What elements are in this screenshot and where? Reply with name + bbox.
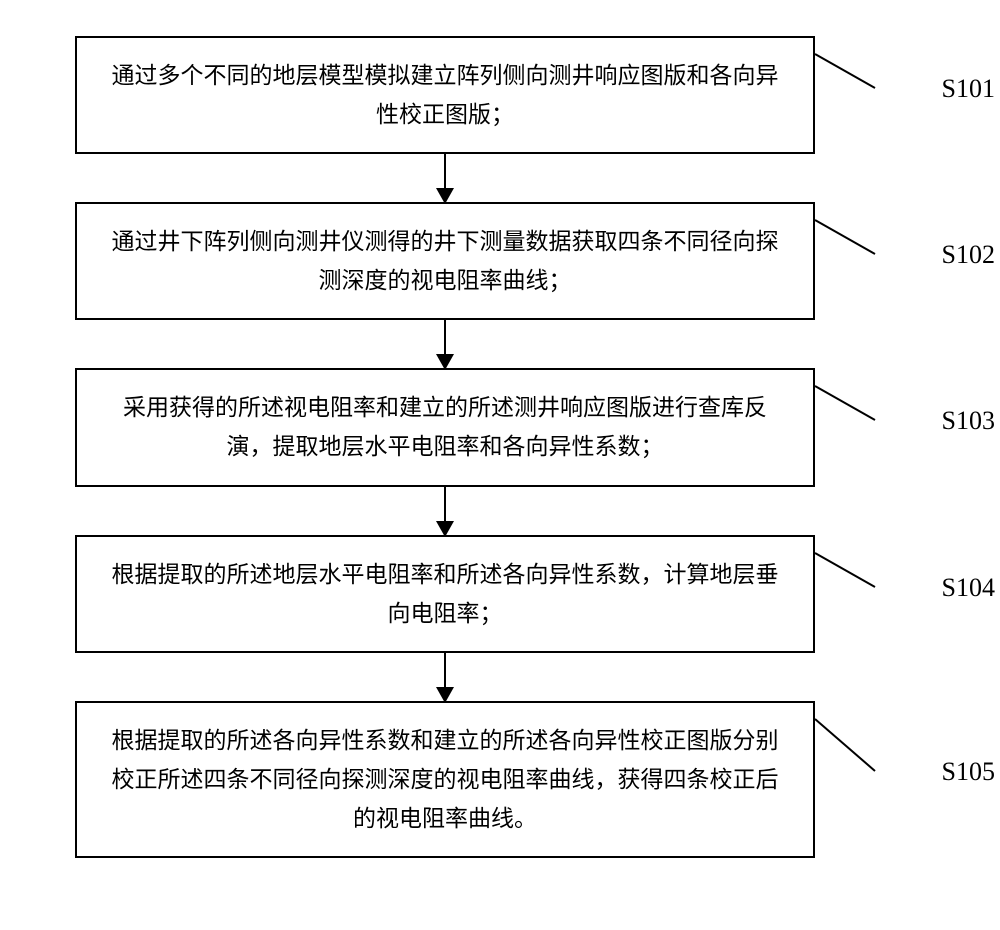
step-box-2: 通过井下阵列侧向测井仪测得的井下测量数据获取四条不同径向探测深度的视电阻率曲线； bbox=[75, 202, 815, 320]
arrow-3 bbox=[444, 487, 446, 535]
step-box-5: 根据提取的所述各向异性系数和建立的所述各向异性校正图版分别校正所述四条不同径向探… bbox=[75, 701, 815, 858]
step-text-3: 采用获得的所述视电阻率和建立的所述测井响应图版进行查库反演，提取地层水平电阻率和… bbox=[123, 395, 767, 459]
flowchart-container: 通过多个不同的地层模型模拟建立阵列侧向测井响应图版和各向异性校正图版； S101… bbox=[75, 36, 925, 858]
step-box-1: 通过多个不同的地层模型模拟建立阵列侧向测井响应图版和各向异性校正图版； bbox=[75, 36, 815, 154]
step-text-5: 根据提取的所述各向异性系数和建立的所述各向异性校正图版分别校正所述四条不同径向探… bbox=[112, 728, 779, 831]
step-text-1: 通过多个不同的地层模型模拟建立阵列侧向测井响应图版和各向异性校正图版； bbox=[112, 63, 779, 127]
step-box-4: 根据提取的所述地层水平电阻率和所述各向异性系数，计算地层垂向电阻率； bbox=[75, 535, 815, 653]
leader-line-1 bbox=[815, 36, 895, 156]
leader-line-3 bbox=[815, 368, 895, 488]
step-label-5: S105 bbox=[942, 757, 995, 787]
leader-line-5 bbox=[815, 701, 895, 861]
arrow-1 bbox=[444, 154, 446, 202]
arrow-4 bbox=[444, 653, 446, 701]
step-row-1: 通过多个不同的地层模型模拟建立阵列侧向测井响应图版和各向异性校正图版； S101 bbox=[75, 36, 925, 154]
step-label-3: S103 bbox=[942, 406, 995, 436]
step-label-1: S101 bbox=[942, 74, 995, 104]
step-wrapper-1: 通过多个不同的地层模型模拟建立阵列侧向测井响应图版和各向异性校正图版； S101 bbox=[75, 36, 925, 202]
step-row-2: 通过井下阵列侧向测井仪测得的井下测量数据获取四条不同径向探测深度的视电阻率曲线；… bbox=[75, 202, 925, 320]
leader-line-2 bbox=[815, 202, 895, 322]
step-label-2: S102 bbox=[942, 240, 995, 270]
step-box-3: 采用获得的所述视电阻率和建立的所述测井响应图版进行查库反演，提取地层水平电阻率和… bbox=[75, 368, 815, 486]
step-row-3: 采用获得的所述视电阻率和建立的所述测井响应图版进行查库反演，提取地层水平电阻率和… bbox=[75, 368, 925, 486]
step-wrapper-3: 采用获得的所述视电阻率和建立的所述测井响应图版进行查库反演，提取地层水平电阻率和… bbox=[75, 368, 925, 534]
step-text-4: 根据提取的所述地层水平电阻率和所述各向异性系数，计算地层垂向电阻率； bbox=[112, 562, 779, 626]
step-wrapper-2: 通过井下阵列侧向测井仪测得的井下测量数据获取四条不同径向探测深度的视电阻率曲线；… bbox=[75, 202, 925, 368]
step-wrapper-4: 根据提取的所述地层水平电阻率和所述各向异性系数，计算地层垂向电阻率； S104 bbox=[75, 535, 925, 701]
step-row-5: 根据提取的所述各向异性系数和建立的所述各向异性校正图版分别校正所述四条不同径向探… bbox=[75, 701, 925, 858]
step-row-4: 根据提取的所述地层水平电阻率和所述各向异性系数，计算地层垂向电阻率； S104 bbox=[75, 535, 925, 653]
step-wrapper-5: 根据提取的所述各向异性系数和建立的所述各向异性校正图版分别校正所述四条不同径向探… bbox=[75, 701, 925, 858]
leader-line-4 bbox=[815, 535, 895, 655]
arrow-2 bbox=[444, 320, 446, 368]
step-label-4: S104 bbox=[942, 573, 995, 603]
step-text-2: 通过井下阵列侧向测井仪测得的井下测量数据获取四条不同径向探测深度的视电阻率曲线； bbox=[112, 229, 779, 293]
